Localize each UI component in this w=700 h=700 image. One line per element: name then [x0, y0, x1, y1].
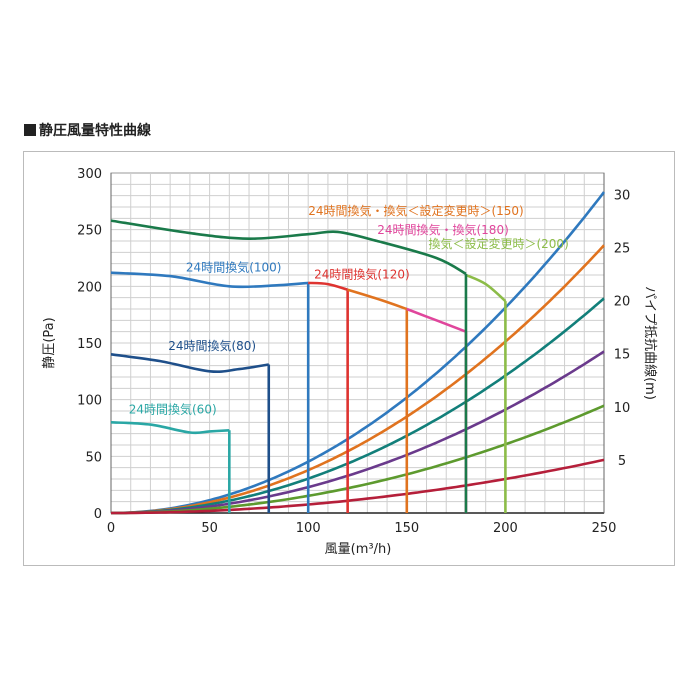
y-tick-label: 0	[94, 507, 102, 522]
y2-tick-label: 30	[614, 188, 631, 203]
y2-tick-label: 25	[614, 241, 631, 256]
y-tick-label: 100	[77, 394, 102, 409]
y2-tick-label: 5	[618, 454, 626, 469]
curve-label-6: 24時間換気・換気(180)	[377, 222, 509, 237]
fan-curve-8	[110, 219, 467, 276]
y-axis-label: 静圧(Pa)	[42, 317, 57, 368]
curve-label-5: 24時間換気・換気＜設定変更時＞(150)	[308, 203, 524, 218]
curve-label-4: 24時間換気(120)	[314, 266, 410, 281]
x-tick-label: 50	[201, 521, 218, 536]
y2-tick-label: 10	[614, 401, 631, 416]
pipe-curve-3	[111, 297, 605, 515]
fan-curve-5	[347, 288, 408, 311]
x-tick-label: 100	[296, 521, 321, 536]
y2-axis-label: パイプ抵抗曲線(m)	[642, 286, 658, 400]
fan-curve-2	[110, 353, 270, 374]
curve-label-7: 換気＜設定変更時＞(200)	[428, 236, 568, 251]
x-axis-label: 風量(m³/h)	[325, 542, 392, 557]
y-tick-label: 200	[77, 280, 102, 295]
pipe-curve-4	[111, 350, 605, 515]
curve-label-3: 24時間換気(100)	[186, 260, 282, 275]
chart-title-text: 静圧風量特性曲線	[39, 123, 151, 139]
chart-title: 静圧風量特性曲線	[24, 120, 151, 140]
pipe-curve-6	[111, 458, 605, 515]
pipe-curve-1	[111, 191, 606, 515]
fan-curve-4	[308, 281, 348, 291]
pipe-resistance-curves	[111, 191, 606, 515]
pipe-curve-5	[111, 404, 605, 515]
y2-tick-label: 15	[614, 348, 631, 363]
chart-frame	[23, 151, 675, 566]
x-tick-label: 250	[592, 521, 617, 536]
y-tick-label: 50	[85, 450, 102, 465]
grid	[110, 172, 605, 514]
fan-curve-1	[110, 421, 230, 435]
fan-curve-6	[406, 307, 467, 333]
pipe-curve-2	[111, 244, 605, 515]
title-square-icon	[24, 124, 36, 136]
fan-curves	[110, 219, 507, 513]
x-tick-label: 200	[493, 521, 518, 536]
x-tick-label: 150	[394, 521, 419, 536]
tick-labels: 0 50 100 150 200 250 0 50 100 150 200 250 300 5 10 15 20…	[77, 167, 630, 536]
y-tick-label: 150	[77, 337, 102, 352]
y-tick-label: 300	[77, 167, 102, 182]
curve-label-1: 24時間換気(60)	[129, 401, 217, 416]
curve-labels: 24時間換気(60) 24時間換気(80) 24時間換気(100) 24時間換気(12…	[129, 203, 569, 416]
y-tick-label: 250	[77, 224, 102, 239]
y2-tick-label: 20	[614, 295, 631, 310]
fan-curve-7	[465, 273, 507, 303]
curve-label-2: 24時間換気(80)	[168, 338, 256, 353]
x-tick-label: 0	[107, 521, 115, 536]
fan-curve-3	[110, 271, 309, 289]
